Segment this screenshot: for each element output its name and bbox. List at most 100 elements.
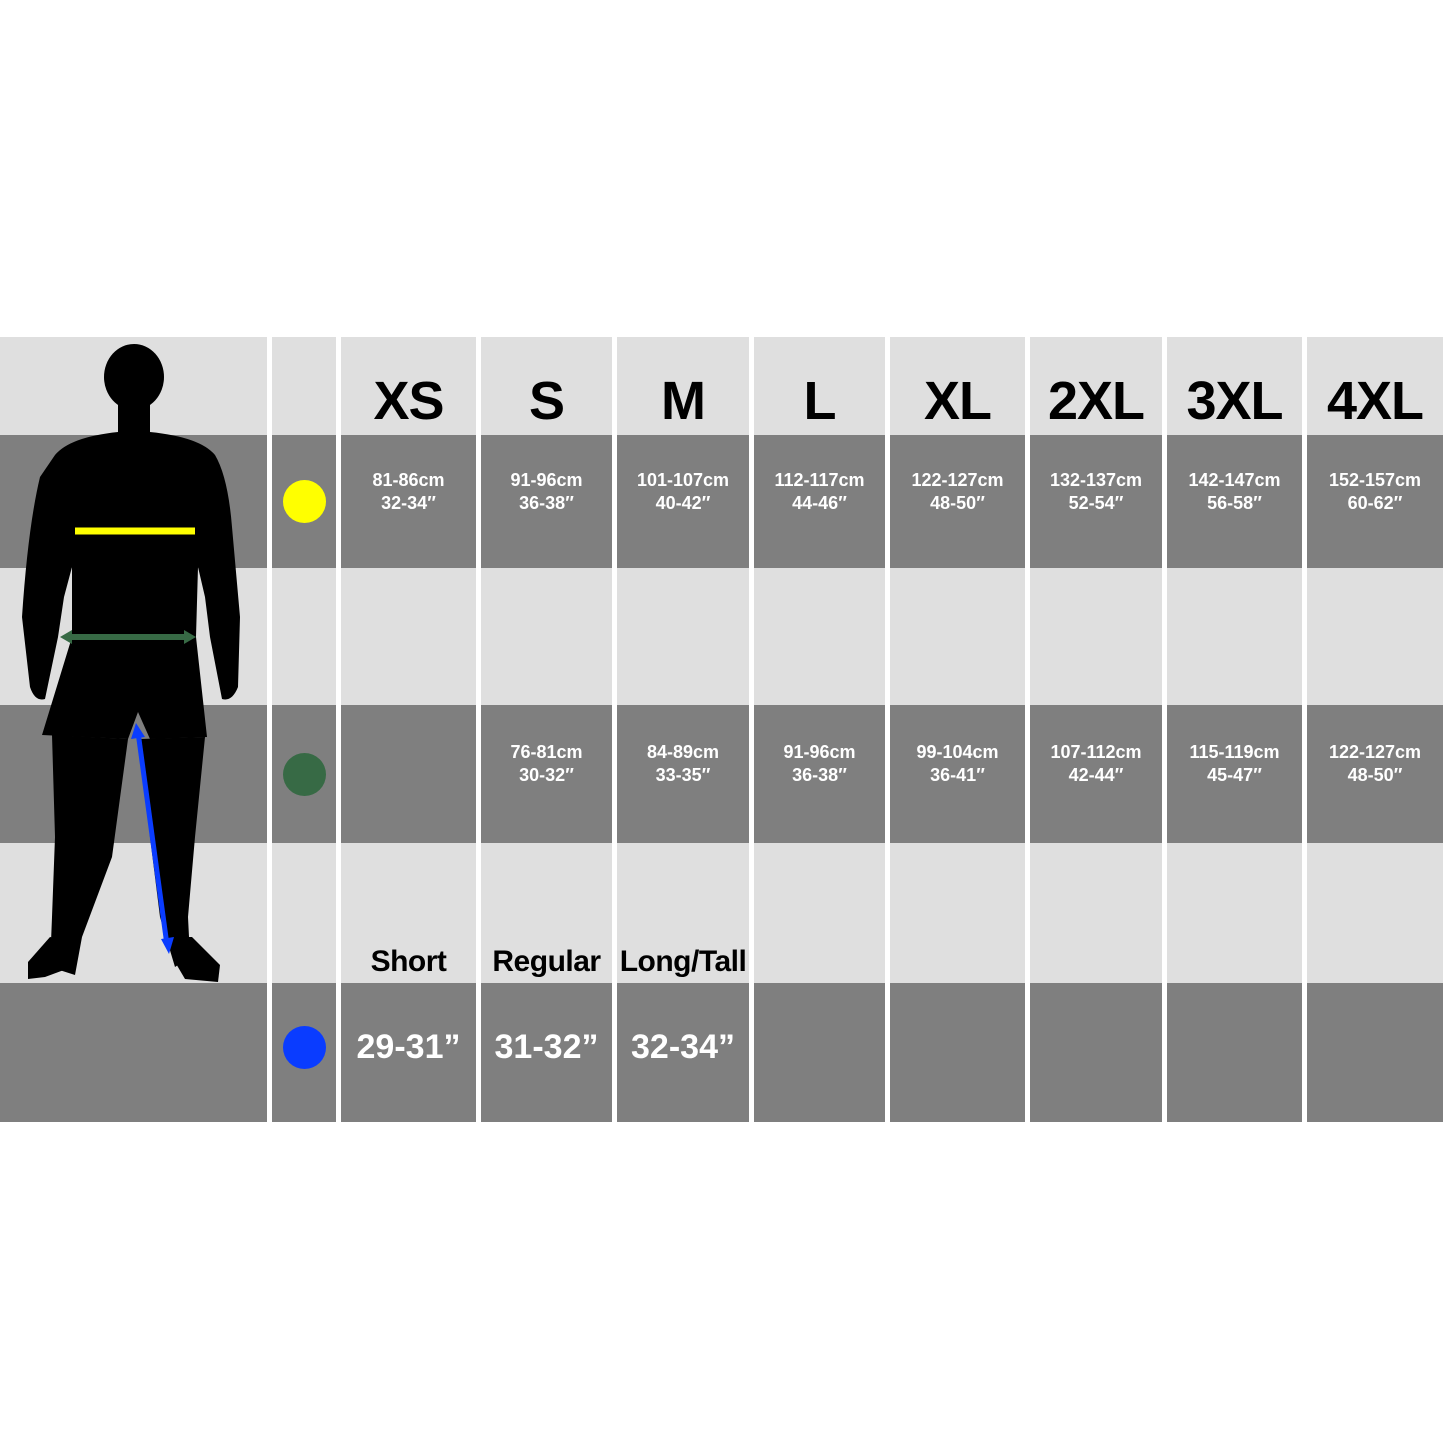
spacer-cell: [890, 843, 1025, 983]
size-label: 2XL: [1047, 371, 1145, 431]
inseam-cell: 32-34”: [617, 983, 749, 1122]
measurement-in: 33-35″: [655, 765, 711, 785]
size-label: XS: [373, 371, 444, 431]
blue-circle-icon: [282, 1026, 326, 1069]
figure-cell: [0, 568, 267, 705]
fit-label: Regular: [492, 945, 601, 978]
measurement-in: 48-50″: [930, 492, 985, 513]
measurement-cell: 91-96cm 36-38″: [754, 705, 885, 843]
measurement-cell: 76-81cm 30-32″: [481, 705, 612, 843]
size-header-4xl: 4XL: [1307, 337, 1443, 435]
fit-label: Short: [370, 945, 447, 978]
measurement-in: 32-34″: [381, 492, 436, 513]
measurement-cm: 112-117cm: [774, 469, 865, 490]
spacer-cell: [754, 843, 885, 983]
measurement-in: 48-50″: [1347, 765, 1403, 785]
size-chart-table: XS S M L XL 2XL 3XL 4XL 81-86cm 32-34″ 91-96cm 36-3…: [0, 337, 1445, 1122]
spacer-cell: [890, 568, 1025, 705]
green-circle-icon: [282, 752, 326, 796]
size-label: XL: [923, 371, 992, 431]
measurement-in: 36-38″: [519, 492, 574, 513]
marker-cell: [272, 843, 336, 983]
size-label: S: [528, 371, 565, 431]
inseam-cell: [1030, 983, 1162, 1122]
spacer-cell: [1167, 568, 1302, 705]
marker-cell: [272, 705, 336, 843]
spacer-cell: [617, 568, 749, 705]
measurement-cm: 76-81cm: [510, 742, 583, 762]
measurement-in: 40-42″: [655, 492, 711, 513]
measurement-cm: 132-137cm: [1049, 469, 1143, 490]
size-label: L: [803, 371, 837, 431]
size-header-l: L: [754, 337, 885, 435]
spacer-cell: [1030, 568, 1162, 705]
figure-cell: [0, 705, 267, 843]
inseam-value: 29-31”: [356, 1028, 461, 1066]
measurement-cm: 99-104cm: [916, 742, 999, 762]
measurement-cm: 91-96cm: [783, 742, 856, 762]
measurement-cell: 81-86cm 32-34″: [341, 435, 476, 568]
marker-cell: [272, 435, 336, 568]
measurement-in: 36-41″: [930, 765, 985, 785]
size-header-m: M: [617, 337, 749, 435]
measurement-in: 36-38″: [792, 765, 847, 785]
figure-cell: [0, 983, 267, 1122]
measurement-cm: 101-107cm: [636, 469, 730, 490]
measurement-in: 56-58″: [1207, 492, 1262, 513]
spacer-cell: [754, 568, 885, 705]
measurement-cell: 112-117cm 44-46″: [754, 435, 885, 568]
measurement-cell: 115-119cm 45-47″: [1167, 705, 1302, 843]
inseam-value: 31-32”: [494, 1028, 599, 1066]
measurement-cell: 122-127cm 48-50″: [890, 435, 1025, 568]
figure-header-cell: [0, 337, 267, 435]
inseam-cell: [754, 983, 885, 1122]
size-header-xl: XL: [890, 337, 1025, 435]
inseam-value: 32-34”: [631, 1028, 735, 1066]
measurement-cm: 142-147cm: [1188, 469, 1281, 490]
measurement-in: 52-54″: [1068, 492, 1124, 513]
fit-label-cell: Short: [341, 843, 476, 983]
inseam-cell: [1307, 983, 1443, 1122]
size-header-s: S: [481, 337, 612, 435]
size-header-3xl: 3XL: [1167, 337, 1302, 435]
spacer-cell: [1307, 843, 1443, 983]
yellow-circle-icon: [282, 480, 326, 523]
spacer-cell: [1307, 568, 1443, 705]
fit-label-cell: Long/Tall: [617, 843, 749, 983]
measurement-cm: 81-86cm: [372, 469, 445, 490]
measurement-cm: 152-157cm: [1328, 469, 1422, 490]
measurement-cell: 91-96cm 36-38″: [481, 435, 612, 568]
measurement-cell: 152-157cm 60-62″: [1307, 435, 1443, 568]
measurement-cm: 91-96cm: [510, 469, 583, 490]
figure-cell: [0, 843, 267, 983]
measurement-cm: 115-119cm: [1189, 742, 1280, 762]
measurement-in: 60-62″: [1347, 492, 1403, 513]
marker-cell: [272, 568, 336, 705]
measurement-cell: [341, 705, 476, 843]
marker-header-cell: [272, 337, 336, 435]
inseam-cell: [1167, 983, 1302, 1122]
measurement-cell: 101-107cm 40-42″: [617, 435, 749, 568]
fit-label-cell: Regular: [481, 843, 612, 983]
measurement-cm: 122-127cm: [1328, 742, 1422, 762]
measurement-cm: 122-127cm: [911, 469, 1004, 490]
size-label: M: [661, 371, 706, 431]
measurement-in: 45-47″: [1207, 765, 1262, 785]
measurement-cell: 99-104cm 36-41″: [890, 705, 1025, 843]
size-label: 4XL: [1326, 371, 1424, 431]
spacer-cell: [341, 568, 476, 705]
measurement-in: 42-44″: [1068, 765, 1124, 785]
figure-cell: [0, 435, 267, 568]
spacer-cell: [1030, 843, 1162, 983]
measurement-cell: 107-112cm 42-44″: [1030, 705, 1162, 843]
size-label: 3XL: [1186, 371, 1283, 431]
measurement-in: 44-46″: [792, 492, 847, 513]
measurement-cm: 84-89cm: [646, 742, 720, 762]
measurement-in: 30-32″: [519, 765, 574, 785]
spacer-cell: [481, 568, 612, 705]
measurement-cm: 107-112cm: [1050, 742, 1142, 762]
fit-label: Long/Tall: [619, 945, 747, 978]
measurement-cell: 84-89cm 33-35″: [617, 705, 749, 843]
measurement-cell: 132-137cm 52-54″: [1030, 435, 1162, 568]
measurement-cell: 142-147cm 56-58″: [1167, 435, 1302, 568]
